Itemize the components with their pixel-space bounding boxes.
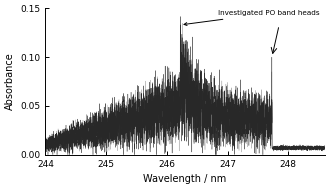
Y-axis label: Absorbance: Absorbance — [5, 53, 15, 110]
X-axis label: Wavelength / nm: Wavelength / nm — [144, 174, 227, 184]
Text: Investigated PO band heads: Investigated PO band heads — [184, 10, 320, 26]
